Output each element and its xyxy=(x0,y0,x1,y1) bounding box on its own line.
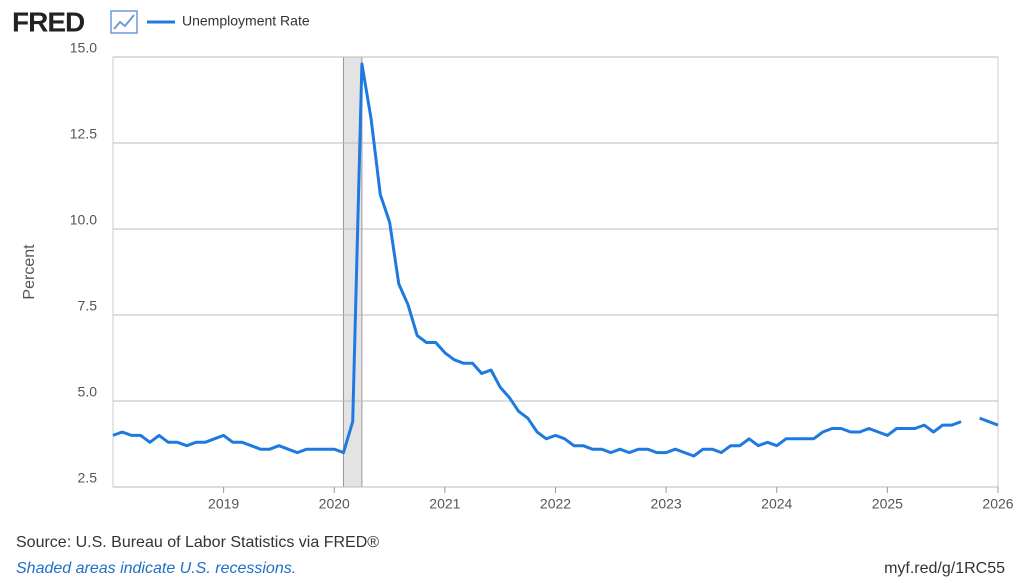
y-tick-label: 15.0 xyxy=(70,40,97,56)
x-tick-label: 2019 xyxy=(208,496,239,512)
x-tick-label: 2024 xyxy=(761,496,792,512)
legend-label: Unemployment Rate xyxy=(182,13,310,29)
logo-icon xyxy=(110,10,138,34)
series-line xyxy=(979,416,999,427)
x-tick-label: 2025 xyxy=(872,496,903,512)
x-tick-label: 2020 xyxy=(319,496,350,512)
x-tick-label: 2022 xyxy=(540,496,571,512)
plot-area xyxy=(112,56,999,488)
y-tick-label: 5.0 xyxy=(78,384,98,400)
y-tick-label: 7.5 xyxy=(78,298,98,314)
series-line xyxy=(112,62,962,458)
note: Shaded areas indicate U.S. recessions. xyxy=(16,560,296,577)
link: myf.red/g/1RC55 xyxy=(884,560,1005,577)
source: Source: U.S. Bureau of Labor Statistics … xyxy=(16,534,379,551)
x-tick-label: 2026 xyxy=(982,496,1013,512)
x-tick-label: 2021 xyxy=(429,496,460,512)
y-tick-label: 10.0 xyxy=(70,212,97,228)
y-axis-label: Percent xyxy=(21,244,38,300)
logo: FRED xyxy=(12,6,85,37)
y-tick-label: 2.5 xyxy=(78,470,98,486)
x-tick-label: 2023 xyxy=(651,496,682,512)
y-tick-label: 12.5 xyxy=(70,126,97,142)
